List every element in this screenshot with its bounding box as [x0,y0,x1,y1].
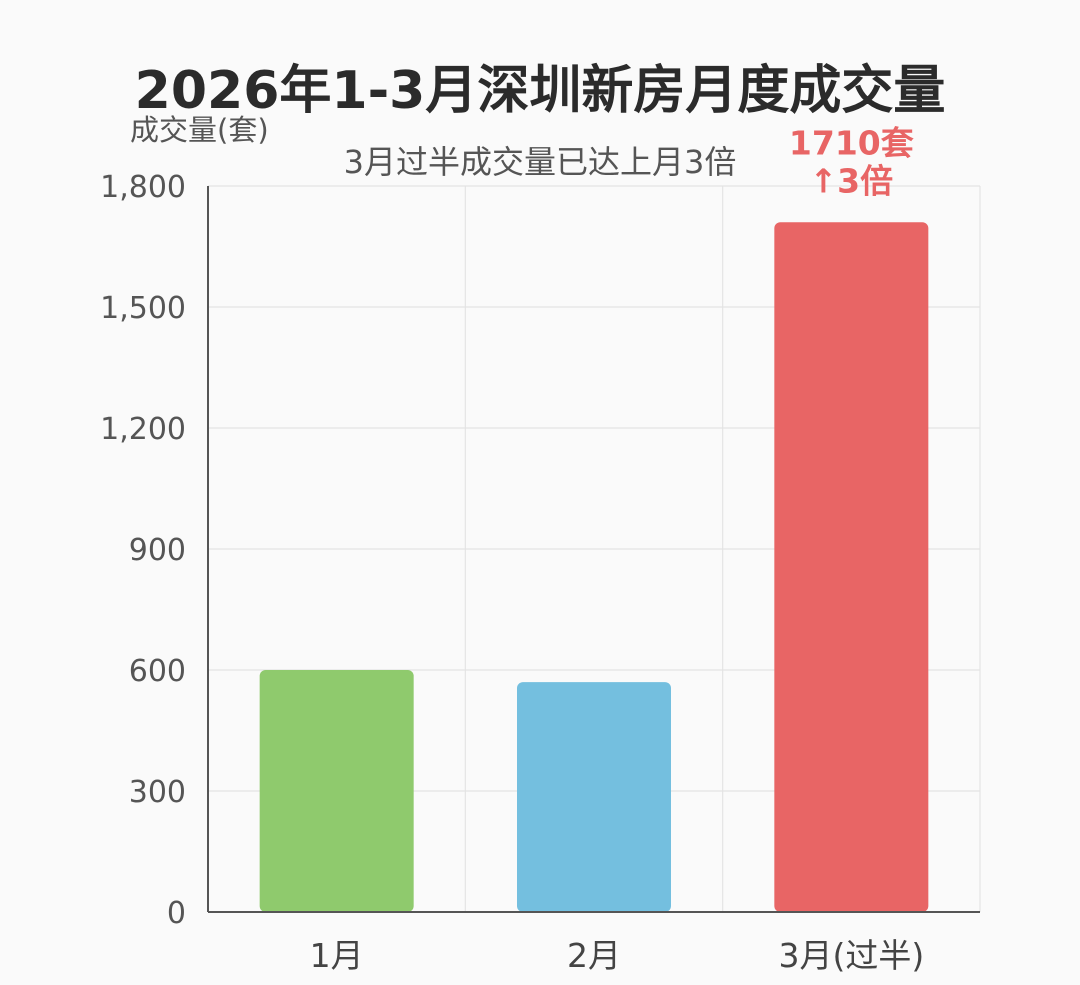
bar [774,222,929,913]
y-tick-label: 600 [129,654,186,689]
y-axis-label: 成交量(套) [130,113,269,147]
y-tick-label: 1,800 [100,170,186,205]
chart-title: 2026年1-3月深圳新房月度成交量 [135,61,946,121]
data-annotation: 1710套 [789,123,914,162]
y-tick-label: 1,500 [100,291,186,326]
y-tick-label: 300 [129,775,186,810]
x-tick-label: 3月(过半) [778,936,924,975]
x-tick-labels: 1月 2月 3月(过半) [310,936,925,975]
bar [259,670,414,912]
y-tick-labels: 0 300 600 900 1,200 1,500 1,800 [100,170,186,931]
chart-subtitle: 3月过半成交量已达上月3倍 [344,143,737,181]
y-tick-label: 900 [129,533,186,568]
axes [207,186,980,913]
x-tick-label: 1月 [310,936,364,975]
y-tick-label: 1,200 [100,412,186,447]
bars [259,222,929,913]
bar [517,682,671,912]
x-tick-label: 2月 [567,936,621,975]
y-tick-label: 0 [167,896,186,931]
annotations: 1710套↑3倍 [789,123,914,200]
data-annotation: ↑3倍 [810,161,894,200]
